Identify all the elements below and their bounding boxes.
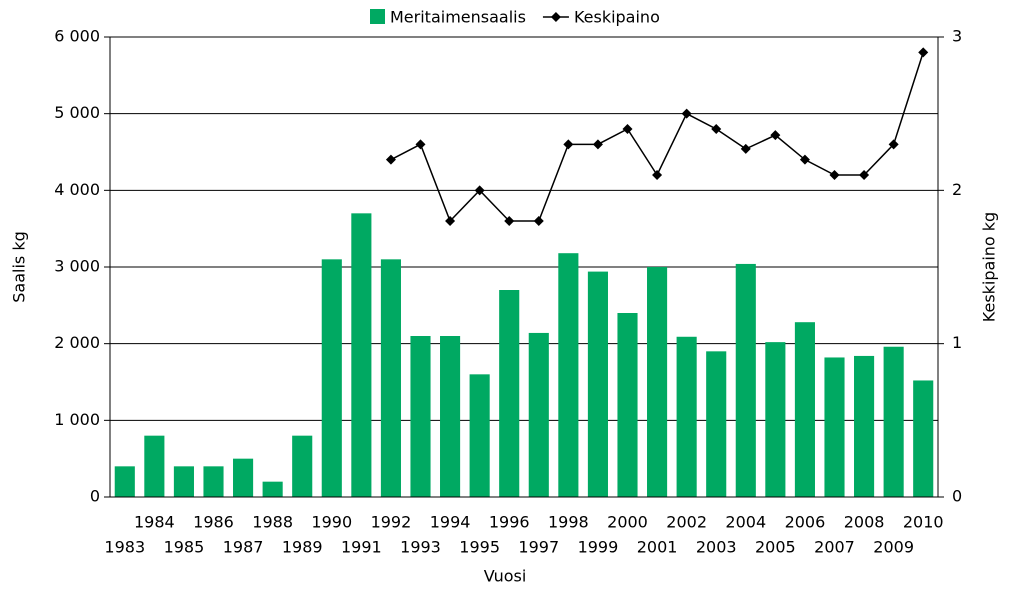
marker	[385, 154, 396, 165]
y2-axis-label: Keskipaino kg	[980, 212, 999, 322]
y-tick-label: 1 000	[54, 410, 100, 429]
x-tick-label: 2009	[873, 538, 914, 557]
x-tick-label: 1990	[311, 513, 352, 532]
bar	[499, 290, 520, 497]
y-tick-label: 5 000	[54, 103, 100, 122]
marker	[829, 170, 840, 180]
x-tick-label: 2002	[666, 513, 707, 532]
x-tick-label: 2010	[903, 513, 944, 532]
bar	[706, 351, 727, 497]
x-tick-label: 1983	[104, 538, 145, 557]
y2-tick-label: 2	[952, 180, 962, 199]
marker	[711, 124, 722, 134]
bar	[262, 481, 283, 497]
marker	[799, 154, 810, 165]
marker	[504, 216, 515, 226]
marker	[474, 185, 485, 196]
x-tick-label: 2007	[814, 538, 855, 557]
y-tick-label: 3 000	[54, 257, 100, 276]
bar	[351, 213, 372, 498]
marker	[622, 124, 633, 134]
x-tick-label: 1985	[164, 538, 205, 557]
x-tick-label: 2003	[696, 538, 737, 557]
bar	[321, 259, 342, 497]
bar	[469, 374, 490, 497]
bar	[440, 336, 461, 497]
x-tick-label: 1991	[341, 538, 382, 557]
marker	[415, 139, 426, 150]
bar	[617, 313, 638, 497]
x-tick-label: 1989	[282, 538, 323, 557]
legend-marker	[550, 12, 561, 22]
x-tick-label: 2001	[637, 538, 678, 557]
bar	[114, 466, 135, 497]
x-tick-label: 2000	[607, 513, 648, 532]
y2-tick-label: 0	[952, 487, 962, 506]
bar	[173, 466, 194, 497]
x-tick-label: 1986	[193, 513, 234, 532]
marker	[652, 170, 663, 180]
y-tick-label: 0	[90, 487, 100, 506]
y2-tick-label: 1	[952, 333, 962, 352]
x-tick-label: 1984	[134, 513, 175, 532]
legend-label: Keskipaino	[574, 8, 660, 27]
bar	[203, 466, 224, 497]
x-tick-label: 1988	[252, 513, 293, 532]
bar	[765, 342, 786, 497]
y-tick-label: 4 000	[54, 180, 100, 199]
bar	[794, 322, 815, 497]
y2-tick-label: 3	[952, 27, 962, 46]
y-tick-label: 2 000	[54, 333, 100, 352]
x-tick-label: 2006	[785, 513, 826, 532]
x-tick-label: 2004	[725, 513, 766, 532]
y-axis-label: Saalis kg	[10, 231, 29, 303]
bar	[528, 332, 549, 497]
bar	[233, 458, 254, 497]
x-tick-label: 1997	[518, 538, 559, 557]
bar	[913, 380, 934, 497]
marker	[740, 143, 751, 154]
x-axis-label: Vuosi	[484, 567, 527, 586]
legend-label: Meritaimensaalis	[390, 8, 526, 27]
bar	[854, 355, 875, 497]
bar	[380, 259, 401, 497]
y-tick-label: 6 000	[54, 27, 100, 46]
x-tick-label: 1995	[459, 538, 500, 557]
line	[390, 52, 924, 223]
marker	[770, 130, 781, 141]
x-tick-label: 1992	[371, 513, 412, 532]
marker	[563, 139, 574, 150]
bar	[558, 253, 579, 497]
x-tick-label: 2008	[844, 513, 885, 532]
legend-swatch	[370, 9, 385, 24]
x-tick-label: 1993	[400, 538, 441, 557]
x-tick-label: 1999	[578, 538, 619, 557]
x-tick-label: 1996	[489, 513, 530, 532]
bar	[292, 435, 313, 497]
bar	[587, 271, 608, 497]
bar	[824, 357, 845, 497]
x-tick-label: 2005	[755, 538, 796, 557]
bar	[735, 263, 756, 497]
marker	[533, 216, 544, 226]
bar	[676, 336, 697, 497]
bar	[883, 346, 904, 497]
bar	[144, 435, 165, 497]
marker	[445, 216, 456, 226]
x-tick-label: 1987	[223, 538, 264, 557]
bar	[410, 336, 431, 497]
marker	[859, 170, 870, 180]
x-tick-label: 1994	[430, 513, 471, 532]
marker	[592, 139, 603, 150]
bar	[647, 267, 668, 497]
x-tick-label: 1998	[548, 513, 589, 532]
marker	[918, 47, 929, 58]
marker	[888, 139, 899, 150]
marker	[681, 108, 692, 119]
